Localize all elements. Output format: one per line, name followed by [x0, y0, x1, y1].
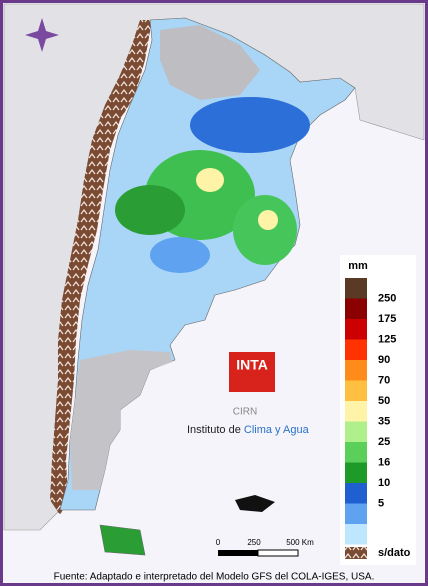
institute-text: Instituto de — [187, 424, 244, 436]
legend-swatch — [345, 547, 367, 559]
rain-area — [258, 210, 278, 230]
rain-area — [190, 97, 310, 153]
tierra-del-fuego — [99, 524, 146, 556]
no-data-area — [50, 20, 152, 515]
scale-bar — [257, 549, 299, 557]
legend-swatch — [345, 278, 367, 299]
rain-area — [233, 195, 297, 265]
legend-label: 25 — [378, 436, 390, 448]
legend-label: 16 — [378, 456, 390, 468]
legend-label: 50 — [378, 395, 390, 407]
legend-swatch — [345, 442, 367, 463]
legend-label: s/dato — [378, 547, 411, 559]
logo-unit: CIRN — [233, 407, 257, 418]
dry-area — [160, 25, 260, 100]
legend-label: 35 — [378, 415, 390, 427]
legend-swatch — [345, 401, 367, 422]
compass — [25, 18, 59, 52]
scale-bar — [218, 550, 258, 556]
institute: Instituto de Clima y Agua — [187, 424, 310, 436]
legend-label: 10 — [378, 477, 390, 489]
legend-swatch — [345, 339, 367, 360]
scale-label: 0 — [216, 538, 221, 547]
legend-swatch — [345, 503, 367, 524]
legend-label: 125 — [378, 333, 396, 345]
legend-swatch — [345, 524, 367, 545]
rain-area — [150, 237, 210, 273]
legend-label: 70 — [378, 374, 390, 386]
legend-label: 175 — [378, 313, 396, 325]
footer: Fuente: Adaptado e interpretado del Mode… — [54, 572, 375, 583]
institute-text: Clima y Agua — [244, 424, 310, 436]
legend-label: 90 — [378, 354, 390, 366]
rain-area — [196, 168, 224, 192]
legend-swatch — [345, 483, 367, 504]
legend-label: 5 — [378, 497, 384, 509]
legend-swatch — [345, 421, 367, 442]
logo-name: INTA — [236, 357, 268, 373]
rain-area — [115, 185, 185, 235]
legend-swatch — [345, 380, 367, 401]
scale-label: 500 Km — [286, 538, 314, 547]
legend-title: mm — [348, 260, 368, 272]
legend-swatch — [345, 319, 367, 340]
legend-swatch — [345, 462, 367, 483]
malvinas — [235, 495, 275, 512]
legend-swatch — [345, 360, 367, 381]
dry-area — [70, 350, 172, 490]
scale-label: 250 — [247, 538, 261, 547]
logo-box — [229, 352, 275, 392]
legend-swatch — [345, 298, 367, 319]
legend-label: 250 — [378, 292, 396, 304]
